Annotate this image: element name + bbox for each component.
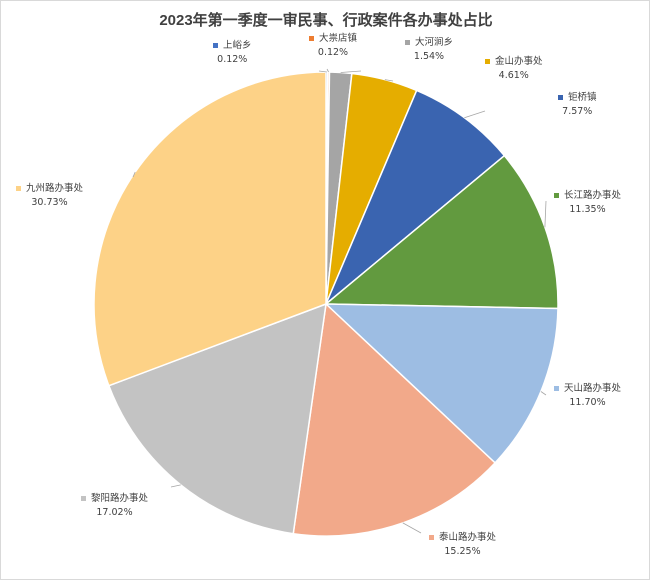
slice-name-label: 黎阳路办事处: [91, 492, 149, 504]
slice-value-label: 15.25%: [444, 546, 480, 557]
slice-name-label: 九州路办事处: [26, 182, 84, 194]
leader-line: [318, 70, 327, 73]
leader-line: [326, 68, 329, 73]
slice-value-label: 7.57%: [562, 106, 592, 117]
slice-value-label: 1.54%: [414, 51, 444, 62]
slice-name-label: 金山办事处: [495, 55, 543, 67]
slice-name-label: 上峪乡: [223, 40, 252, 51]
leader-line: [464, 110, 486, 119]
label-color-key: [485, 59, 490, 64]
label-color-key: [405, 40, 410, 45]
label-color-key: [213, 43, 218, 48]
slice-value-label: 4.61%: [499, 70, 529, 81]
leader-line: [402, 522, 422, 534]
label-color-key: [554, 386, 559, 391]
label-color-key: [558, 95, 563, 100]
pie-slice: [93, 71, 327, 387]
slice-name-label: 大河涧乡: [415, 36, 453, 48]
label-color-key: [429, 535, 434, 540]
slice-value-label: 11.35%: [569, 204, 605, 215]
slice-value-label: 11.70%: [569, 397, 605, 408]
label-color-key: [554, 193, 559, 198]
slice-name-label: 长江路办事处: [564, 189, 622, 201]
pie-slice: [323, 154, 559, 310]
label-color-key: [309, 36, 314, 41]
pie-labels: 上峪乡 0.12% 大祟店镇 0.12% 大河涧乡 1.54% 金山办事处 4.61% 钜桥镇 7…: [16, 32, 622, 557]
slice-value-label: 0.12%: [217, 54, 247, 65]
leader-line: [340, 70, 362, 73]
leader-line: [384, 79, 394, 82]
slice-value-label: 17.02%: [96, 507, 132, 518]
pie-slice: [324, 303, 559, 464]
slice-name-label: 大祟店镇: [319, 32, 358, 44]
pie-slice: [325, 89, 506, 305]
leader-line: [540, 391, 547, 396]
leader-line: [132, 171, 136, 178]
label-color-key: [81, 496, 86, 501]
leader-line: [170, 484, 181, 488]
slice-value-label: 0.12%: [318, 47, 348, 58]
slice-name-label: 天山路办事处: [564, 382, 622, 394]
slice-value-label: 30.73%: [31, 197, 67, 208]
pie-slices: [93, 71, 559, 537]
slice-name-label: 钜桥镇: [568, 91, 597, 103]
slice-name-label: 泰山路办事处: [439, 531, 497, 543]
label-color-key: [16, 186, 21, 191]
chart-title: 2023年第一季度一审民事、行政案件各办事处占比: [159, 12, 493, 29]
leader-line: [544, 200, 547, 228]
